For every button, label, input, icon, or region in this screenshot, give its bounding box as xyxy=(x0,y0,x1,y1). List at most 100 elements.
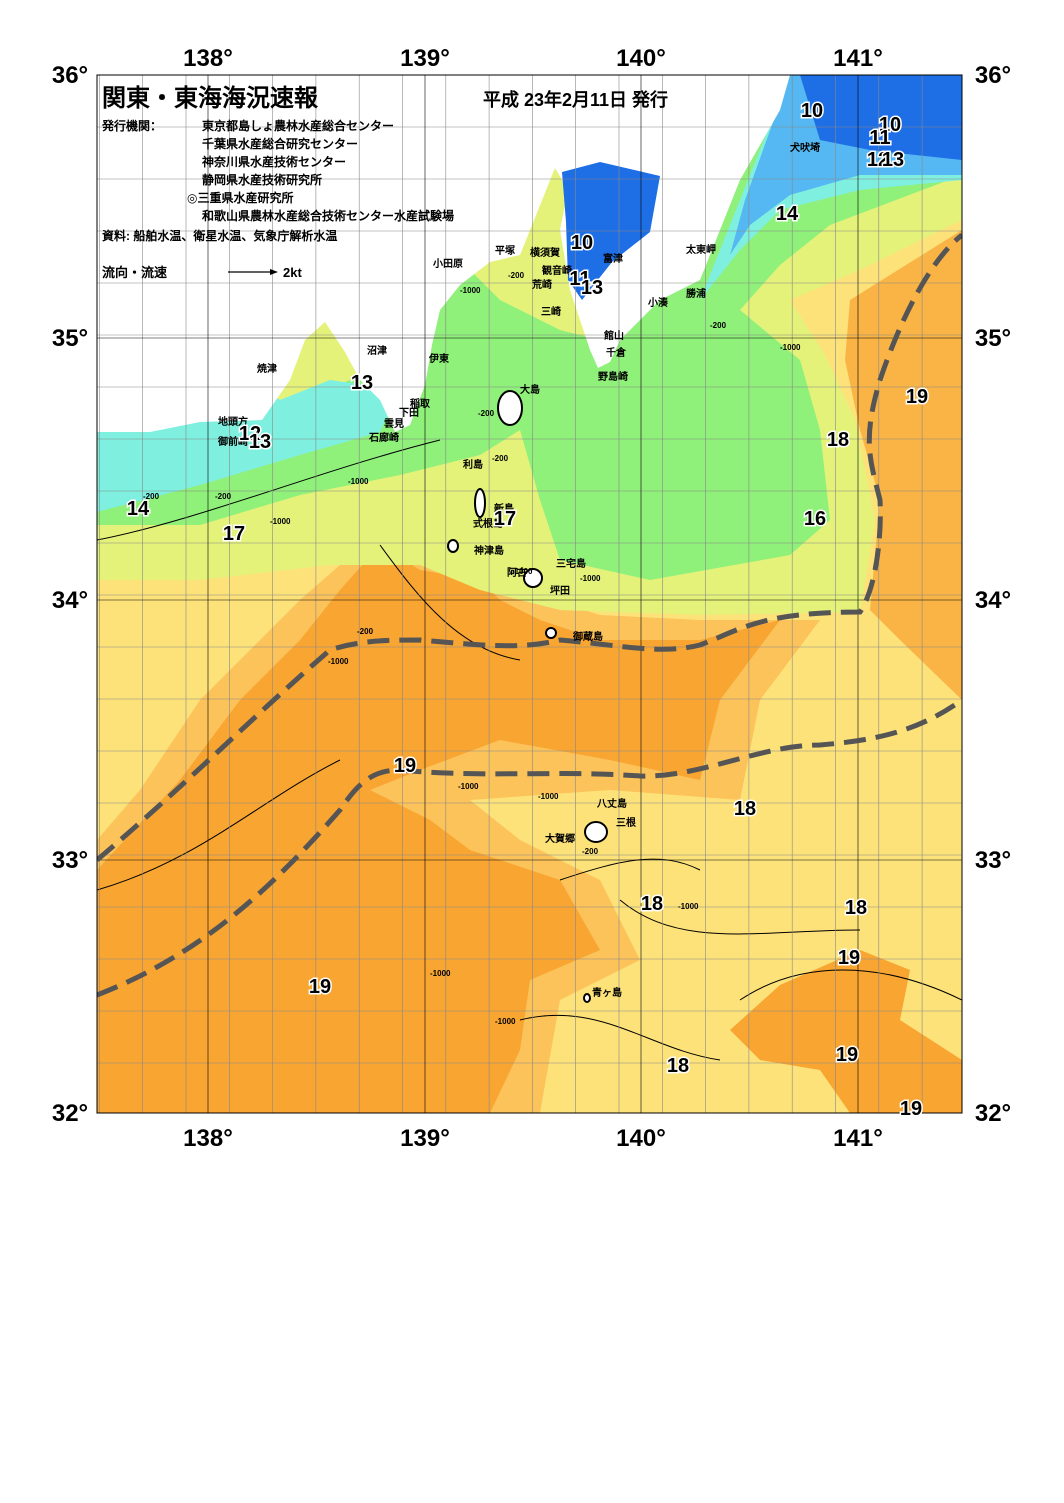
temperature-label: 19 xyxy=(906,386,928,408)
lat-label: 35° xyxy=(975,325,1011,352)
place-name: 雲見 xyxy=(384,418,404,430)
temperature-label: 18 xyxy=(641,893,663,915)
place-name: 平塚 xyxy=(495,244,515,257)
temperature-label: 13 xyxy=(882,149,904,171)
depth-label: -1000 xyxy=(495,1017,516,1026)
island xyxy=(583,993,591,1003)
depth-label: -200 xyxy=(710,321,727,330)
place-name: 沼津 xyxy=(367,344,387,357)
temperature-label: 13 xyxy=(351,372,373,394)
land xyxy=(97,75,790,432)
island xyxy=(584,821,608,843)
place-name: 新島 xyxy=(494,502,514,515)
temperature-label: 10 xyxy=(571,232,593,254)
sea-cyan xyxy=(97,75,962,512)
temperature-label: 18 xyxy=(845,897,867,919)
sea-blue xyxy=(800,75,962,160)
depth-label: -1000 xyxy=(678,902,699,911)
place-name: 野島崎 xyxy=(598,370,628,383)
legend-speed: 2kt xyxy=(283,265,302,280)
temperature-label: 14 xyxy=(127,498,150,520)
islands xyxy=(447,390,608,1003)
publisher: 静岡県水産技術研究所 xyxy=(202,172,322,187)
publisher: ◎三重県水産研究所 xyxy=(187,190,293,205)
depth-label: -200 xyxy=(478,409,495,418)
place-name: 太東岬 xyxy=(685,243,716,256)
temperature-label: 19 xyxy=(838,947,860,969)
sources: 資料: 船舶水温、衛星水温、気象庁解析水温 xyxy=(102,228,337,243)
place-name: 御前崎 xyxy=(217,435,248,448)
place-name: 石廊崎 xyxy=(368,431,399,444)
lon-label: 139° xyxy=(400,1125,450,1152)
place-name: 下田 xyxy=(399,407,419,419)
place-name: 御蔵島 xyxy=(572,630,603,643)
place-name: 小湊 xyxy=(647,296,669,309)
depth-label: -1000 xyxy=(348,477,369,486)
temperature-label: 12 xyxy=(867,149,889,171)
lat-label: 36° xyxy=(975,62,1011,89)
legend-label: 流向・流速 xyxy=(102,265,167,280)
depth-label: -200 xyxy=(508,271,525,280)
temperature-label: 19 xyxy=(394,755,416,777)
place-name: 三崎 xyxy=(541,305,561,318)
publisher: 千葉県水産総合研究センター xyxy=(202,136,358,151)
place-name: 大賀郷 xyxy=(545,832,575,845)
depth-label: -1000 xyxy=(512,567,533,576)
publisher: 東京都島しょ農林水産総合センター xyxy=(202,118,394,133)
place-name: 地頭方 xyxy=(218,415,248,428)
lon-label: 140° xyxy=(616,45,666,72)
sea-orange xyxy=(97,545,962,1113)
place-name: 観音崎 xyxy=(542,264,572,277)
place-name: 小田原 xyxy=(432,257,463,270)
grid xyxy=(97,75,962,1113)
lon-label: 138° xyxy=(183,45,233,72)
lon-label: 139° xyxy=(400,45,450,72)
lat-label: 36° xyxy=(52,62,88,89)
depth-label: -200 xyxy=(143,492,160,501)
temperature-label: 18 xyxy=(734,798,756,820)
depth-label: -1000 xyxy=(430,969,451,978)
place-name: 荒崎 xyxy=(531,278,552,291)
lat-label: 32° xyxy=(52,1100,88,1127)
island xyxy=(447,539,459,553)
depth-label: -1000 xyxy=(780,343,801,352)
place-name: 犬吠埼 xyxy=(790,141,820,154)
place-name: 神津島 xyxy=(474,544,504,557)
temperature-label: 18 xyxy=(827,429,849,451)
place-name: 阿古 xyxy=(507,566,527,579)
temperature-label: 13 xyxy=(581,277,603,299)
depth-label: -1000 xyxy=(270,517,291,526)
depth-label: -200 xyxy=(357,627,374,636)
temperature-label: 13 xyxy=(249,431,271,453)
lon-label: 140° xyxy=(616,1125,666,1152)
place-name: 式根島 xyxy=(473,517,503,530)
place-name: 三根 xyxy=(616,816,636,829)
depth-label: -200 xyxy=(492,454,509,463)
temperature-label: 12 xyxy=(239,423,261,445)
temperature-label: 10 xyxy=(879,114,901,136)
kuroshio-path xyxy=(97,697,962,998)
map-frame xyxy=(96,74,963,1114)
temperature-label: 10 xyxy=(801,100,823,122)
lat-label: 34° xyxy=(52,587,88,614)
place-name: 八丈島 xyxy=(596,797,627,810)
place-name: 富津 xyxy=(603,252,623,265)
temperature-label: 16 xyxy=(804,508,826,530)
place-name: 青ヶ島 xyxy=(592,986,622,999)
lat-label: 33° xyxy=(975,847,1011,874)
lat-label: 35° xyxy=(52,325,88,352)
legend-arrow-head xyxy=(270,269,278,275)
place-name: 利島 xyxy=(463,458,483,471)
place-name: 横須賀 xyxy=(530,246,560,259)
temperature-label: 19 xyxy=(900,1098,922,1120)
temperature-label: 17 xyxy=(494,508,516,530)
date: 平成 23年2月11日 発行 xyxy=(483,89,668,110)
island xyxy=(497,390,523,426)
temperature-label: 19 xyxy=(309,976,331,998)
temperature-label: 11 xyxy=(569,268,590,290)
map xyxy=(97,75,962,1113)
depth-label: -1000 xyxy=(458,782,479,791)
depth-label: -1000 xyxy=(328,657,349,666)
lon-label: 141° xyxy=(833,1125,883,1152)
place-name: 館山 xyxy=(603,329,624,342)
